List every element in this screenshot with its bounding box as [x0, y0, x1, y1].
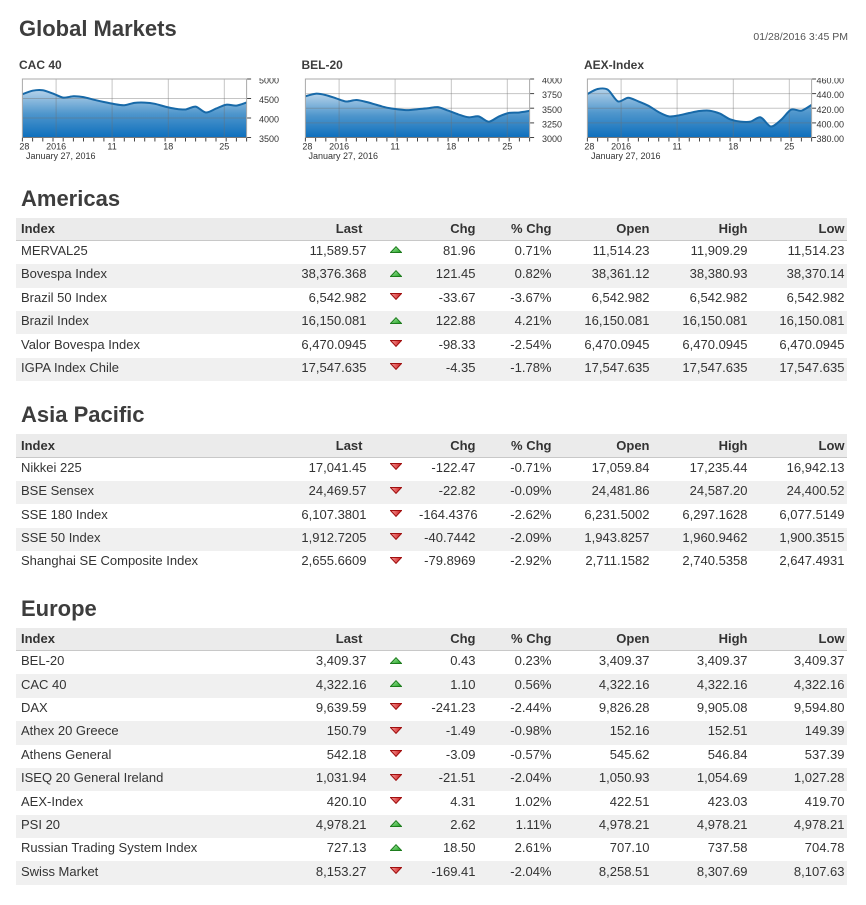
svg-text:3500: 3500 [259, 134, 279, 144]
svg-text:2016: 2016 [46, 141, 66, 150]
svg-text:18: 18 [163, 141, 173, 150]
svg-text:11: 11 [672, 141, 681, 150]
svg-text:11: 11 [107, 141, 116, 150]
svg-text:28: 28 [19, 141, 29, 150]
svg-text:460.00: 460.00 [816, 78, 844, 86]
svg-text:4000: 4000 [541, 78, 561, 86]
svg-text:400.00: 400.00 [816, 119, 844, 129]
svg-text:28: 28 [302, 141, 312, 150]
svg-text:5000: 5000 [259, 78, 279, 86]
svg-text:18: 18 [728, 141, 738, 150]
svg-text:380.00: 380.00 [816, 134, 844, 144]
svg-text:4500: 4500 [259, 95, 279, 105]
svg-text:25: 25 [502, 141, 512, 150]
svg-text:11: 11 [390, 141, 399, 150]
svg-text:3750: 3750 [541, 90, 561, 100]
svg-text:25: 25 [784, 141, 794, 150]
svg-text:18: 18 [446, 141, 456, 150]
svg-text:25: 25 [219, 141, 229, 150]
svg-text:420.00: 420.00 [816, 104, 844, 114]
svg-text:440.00: 440.00 [816, 90, 844, 100]
svg-text:3250: 3250 [541, 119, 561, 129]
svg-text:2016: 2016 [611, 141, 631, 150]
svg-text:2016: 2016 [329, 141, 349, 150]
svg-text:3000: 3000 [541, 134, 561, 144]
svg-text:28: 28 [584, 141, 594, 150]
svg-text:3500: 3500 [541, 104, 561, 114]
svg-text:4000: 4000 [259, 114, 279, 124]
